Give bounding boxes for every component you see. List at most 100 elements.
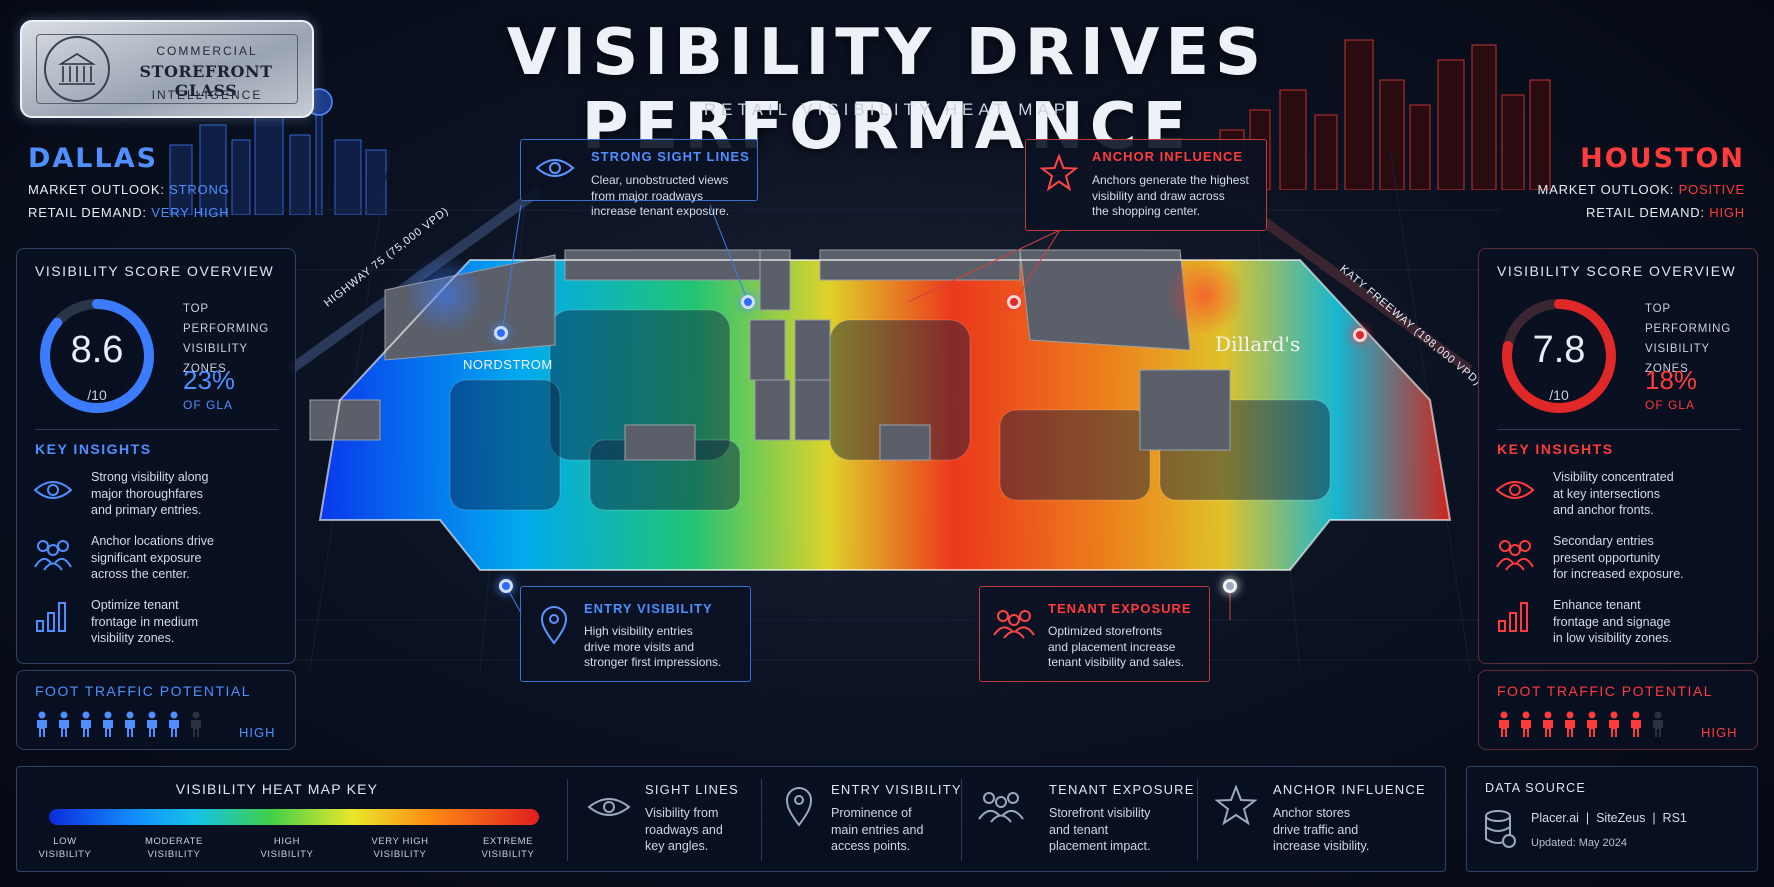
key-item-title: ENTRY VISIBILITY [831,782,962,797]
key-item-line: drive traffic and [1273,822,1359,837]
sight-line-marker[interactable] [741,295,755,309]
houston-top-gla: OF GLA [1645,398,1696,412]
dallas-score-title: VISIBILITY SCORE OVERVIEW [35,263,275,279]
houston-demand-value: HIGH [1709,205,1745,220]
callout-anchor-line: Anchors generate the highest [1092,173,1249,187]
key-level-very-high: VERY HIGH VISIBILITY [355,835,445,861]
dallas-city-name: DALLAS [28,143,159,174]
tenant-marker[interactable] [1223,579,1237,593]
person-icon [103,711,113,737]
key-item-line: Storefront visibility [1049,806,1151,820]
key-item-line: key angles. [645,839,709,853]
callout-sight-lines: STRONG SIGHT LINES Clear, unobstructed v… [520,139,758,218]
dallas-score-denominator: /10 [87,387,107,403]
callout-anchor-line: the shopping center. [1092,204,1201,218]
person-icon [1521,711,1531,737]
key-level-word: VISIBILITY [260,849,314,860]
key-item-line: main entries and [831,822,924,837]
callout-entry-line: stronger first impressions. [584,655,722,669]
map-pin-icon [540,606,568,645]
houston-outlook-label: MARKET OUTLOOK: [1537,182,1675,197]
houston-score-denominator: /10 [1549,387,1569,403]
houston-insight-line: and anchor fronts. [1553,503,1654,517]
dallas-score-panel: VISIBILITY SCORE OVERVIEW 8.6 /10 TOP PE… [16,248,296,664]
houston-insight-line: Secondary entries [1553,534,1654,548]
dallas-insight-line: across the center. [91,567,190,581]
houston-insight-line: frontage and signage [1553,614,1671,629]
houston-top-label-line: VISIBILITY [1645,343,1710,355]
key-item-body: Visibility from roadways and key angles. [645,805,723,855]
data-source-updated: Updated: May 2024 [1531,837,1628,849]
dallas-insight-line: Anchor locations drive [91,534,214,548]
callout-entry-line: drive more visits and [584,639,695,654]
callout-sight-line: from major roadways [591,188,704,203]
callout-anchor-influence: ANCHOR INFLUENCE Anchors generate the hi… [1025,139,1267,231]
person-icon [81,711,91,737]
dallas-skyline [169,88,387,215]
anchor-marker[interactable] [1007,295,1021,309]
brand-line-1: COMMERCIAL [156,44,258,58]
dallas-insight-line: Optimize tenant [91,598,179,612]
dallas-demand: RETAIL DEMAND: VERY HIGH [28,205,230,220]
key-item-line: Anchor stores [1273,806,1351,820]
houston-top-label-line: TOP PERFORMING [1645,303,1731,335]
dallas-score-value: 8.6 [70,329,124,371]
dallas-insight-line: frontage in medium [91,614,199,629]
dallas-outlook-label: MARKET OUTLOOK: [28,182,165,197]
dallas-top-label: TOP PERFORMING VISIBILITY ZONES [183,299,295,379]
eye-icon [535,159,575,177]
eye-icon [587,798,631,816]
callout-entry-line: High visibility entries [584,624,693,638]
dallas-insight-line: significant exposure [91,550,202,565]
heat-gradient-bar [49,809,539,825]
callout-sight-line: Clear, unobstructed views [591,173,729,187]
entry-marker[interactable] [499,579,513,593]
callout-anchor-line: visibility and draw across [1092,188,1225,203]
dallas-insight-1: Strong visibility along major thoroughfar… [91,469,208,519]
key-item-line: Visibility from [645,806,719,820]
dallas-insight-2: Anchor locations drive significant exposu… [91,533,214,583]
houston-insight-line: Enhance tenant [1553,598,1641,612]
building-icon [44,36,110,102]
houston-insight-2: Secondary entries present opportunity for … [1553,533,1684,583]
key-item-line: access points. [831,839,911,853]
houston-outlook-value: POSITIVE [1678,182,1745,197]
sight-line-marker[interactable] [494,326,508,340]
houston-outlook: MARKET OUTLOOK: POSITIVE [1450,182,1745,197]
dallas-top-label-line: ZONES [183,363,227,375]
bar-chart-icon [1498,602,1528,632]
map-pin-icon [785,787,813,827]
key-level-moderate: MODERATE VISIBILITY [129,835,219,861]
anchor-marker[interactable] [1353,328,1367,342]
key-item-line: placement impact. [1049,839,1151,853]
houston-insight-1: Visibility concentrated at key intersecti… [1553,469,1674,519]
dallas-foot-traffic: FOOT TRAFFIC POTENTIAL HIGH [16,670,296,750]
houston-foot-value: HIGH [1701,725,1738,740]
dallas-insight-line: major thoroughfares [91,486,203,501]
dallas-demand-value: VERY HIGH [151,205,230,220]
page-subtitle: RETAIL VISIBILITY HEAT MAP [703,100,1071,119]
people-icon [978,792,1024,823]
data-source-line: Placer.ai | SiteZeus | RS1 [1531,811,1687,825]
houston-score-gauge [1502,299,1616,413]
dallas-outlook: MARKET OUTLOOK: STRONG [28,182,230,197]
key-level-word: EXTREME [482,836,534,847]
person-icon [1587,711,1597,737]
person-icon [169,711,179,737]
callout-sight-line: increase tenant exposure. [591,204,730,218]
callout-entry-visibility: ENTRY VISIBILITY High visibility entries… [520,586,751,682]
brand-line-3: INTELLIGENCE [151,88,263,102]
person-icon [1631,711,1641,737]
callout-tenant-line: Optimized storefronts [1048,624,1163,638]
heat-map [270,150,1500,670]
key-title: VISIBILITY HEAT MAP KEY [175,781,379,797]
dallas-top-label-line: TOP PERFORMING [183,303,269,335]
houston-insight-line: for increased exposure. [1553,567,1684,581]
dallas-foot-meter [35,711,235,741]
key-level-word: MODERATE [145,836,203,847]
key-item-title: SIGHT LINES [645,782,739,797]
callout-tenant-title: TENANT EXPOSURE [1048,601,1192,616]
key-item-title: TENANT EXPOSURE [1049,782,1195,797]
houston-score-panel: VISIBILITY SCORE OVERVIEW 7.8 /10 TOP PE… [1478,248,1758,664]
callout-tenant-exposure: TENANT EXPOSURE Optimized storefronts and… [979,586,1210,682]
